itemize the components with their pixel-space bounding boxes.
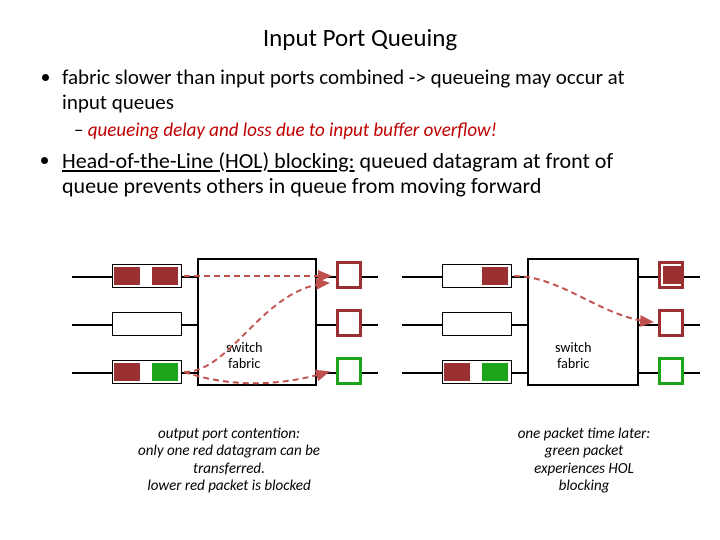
diagram-left: switch fabric output port contention: on… — [52, 258, 392, 498]
page-title: Input Port Queuing — [0, 0, 720, 65]
diagram-right: switch fabric one packet time later: gre… — [382, 258, 712, 498]
contention-arrows — [52, 258, 392, 408]
hol-lead: Head-of-the-Line (HOL) blocking: — [62, 147, 355, 174]
sub-bullet-overflow: queueing delay and loss due to input buf… — [74, 119, 672, 142]
bullet-hol: Head-of-the-Line (HOL) blocking: queued … — [62, 148, 672, 200]
bullet-list: fabric slower than input ports combined … — [0, 65, 720, 199]
caption-left: output port contention: only one red dat… — [114, 426, 344, 495]
caption-right: one packet time later: green packet expe… — [494, 426, 674, 495]
hol-arrow — [382, 258, 712, 408]
bullet-fabric-slower: fabric slower than input ports combined … — [62, 65, 672, 115]
diagram-area: switch fabric output port contention: on… — [0, 258, 720, 538]
